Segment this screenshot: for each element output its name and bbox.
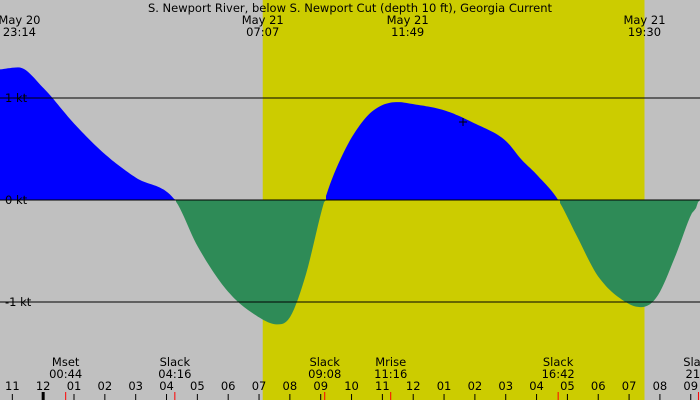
top-time-label: 19:30 <box>628 25 661 39</box>
event-name-label: Slack <box>543 355 574 369</box>
x-tick-label: 08 <box>283 379 298 393</box>
x-tick-label: 09 <box>683 379 698 393</box>
x-tick-label: 02 <box>98 379 113 393</box>
event-name-label: Slack <box>309 355 340 369</box>
y-tick-labels: 1 kt 0 kt -1 kt <box>5 91 32 309</box>
event-time-label: 21:1 <box>686 367 700 381</box>
x-tick-label: 11 <box>375 379 390 393</box>
x-tick-label: 03 <box>128 379 143 393</box>
y-tick-label: 0 kt <box>5 193 28 207</box>
top-date-label: May 21 <box>242 13 284 27</box>
x-tick-label: 02 <box>468 379 483 393</box>
top-date-label: May 20 <box>0 13 40 27</box>
x-tick-label: 12 <box>406 379 421 393</box>
x-tick-label: 09 <box>313 379 328 393</box>
top-time-label: 07:07 <box>246 25 279 39</box>
event-time-label: 16:42 <box>542 367 575 381</box>
top-time-label: 23:14 <box>3 25 36 39</box>
event-name-label: Mset <box>52 355 80 369</box>
event-time-label: 11:16 <box>374 367 407 381</box>
event-time-label: 04:16 <box>158 367 191 381</box>
top-date-label: May 21 <box>387 13 429 27</box>
x-tick-label: 12 <box>36 379 51 393</box>
top-date-label: May 21 <box>623 13 665 27</box>
y-tick-label: 1 kt <box>5 91 28 105</box>
event-time-label: 00:44 <box>49 367 82 381</box>
event-time-label: 09:08 <box>308 367 341 381</box>
y-gridlines <box>0 97 700 303</box>
x-tick-label: 07 <box>622 379 637 393</box>
y-tick-label: -1 kt <box>5 295 32 309</box>
x-tick-label: 06 <box>591 379 606 393</box>
event-name-label: Slack <box>160 355 191 369</box>
top-time-label: 11:49 <box>391 25 424 39</box>
cursor-crosshair-icon <box>459 118 467 126</box>
chart-title: S. Newport River, below S. Newport Cut (… <box>148 1 553 15</box>
flood-current-area <box>326 102 560 200</box>
x-tick-label: 08 <box>653 379 668 393</box>
flood-current-area <box>0 67 176 201</box>
event-name-label: Mrise <box>375 355 406 369</box>
x-tick-label: 04 <box>529 379 544 393</box>
event-name-label: Slack <box>683 355 700 369</box>
x-axis: 11 12 01 02 03 04 05 06 07 08 09 10 11 12 01 02 03 04 05 06… <box>5 379 698 400</box>
x-tick-label: 03 <box>498 379 513 393</box>
ebb-current-area <box>560 200 700 308</box>
x-tick-label: 05 <box>190 379 205 393</box>
current-areas <box>0 67 700 325</box>
x-tick-label: 10 <box>344 379 359 393</box>
ebb-current-area <box>176 200 326 325</box>
event-labels: Mset00:44Slack04:16Slack09:08Mrise11:16S… <box>49 355 700 400</box>
cursor-marker <box>459 118 467 126</box>
x-tick-label: 05 <box>560 379 575 393</box>
x-tick-label: 01 <box>437 379 452 393</box>
x-tick-label: 01 <box>67 379 82 393</box>
x-tick-label: 07 <box>252 379 267 393</box>
x-tick-label: 04 <box>159 379 174 393</box>
x-tick-label: 06 <box>221 379 236 393</box>
x-tick-label: 11 <box>5 379 20 393</box>
